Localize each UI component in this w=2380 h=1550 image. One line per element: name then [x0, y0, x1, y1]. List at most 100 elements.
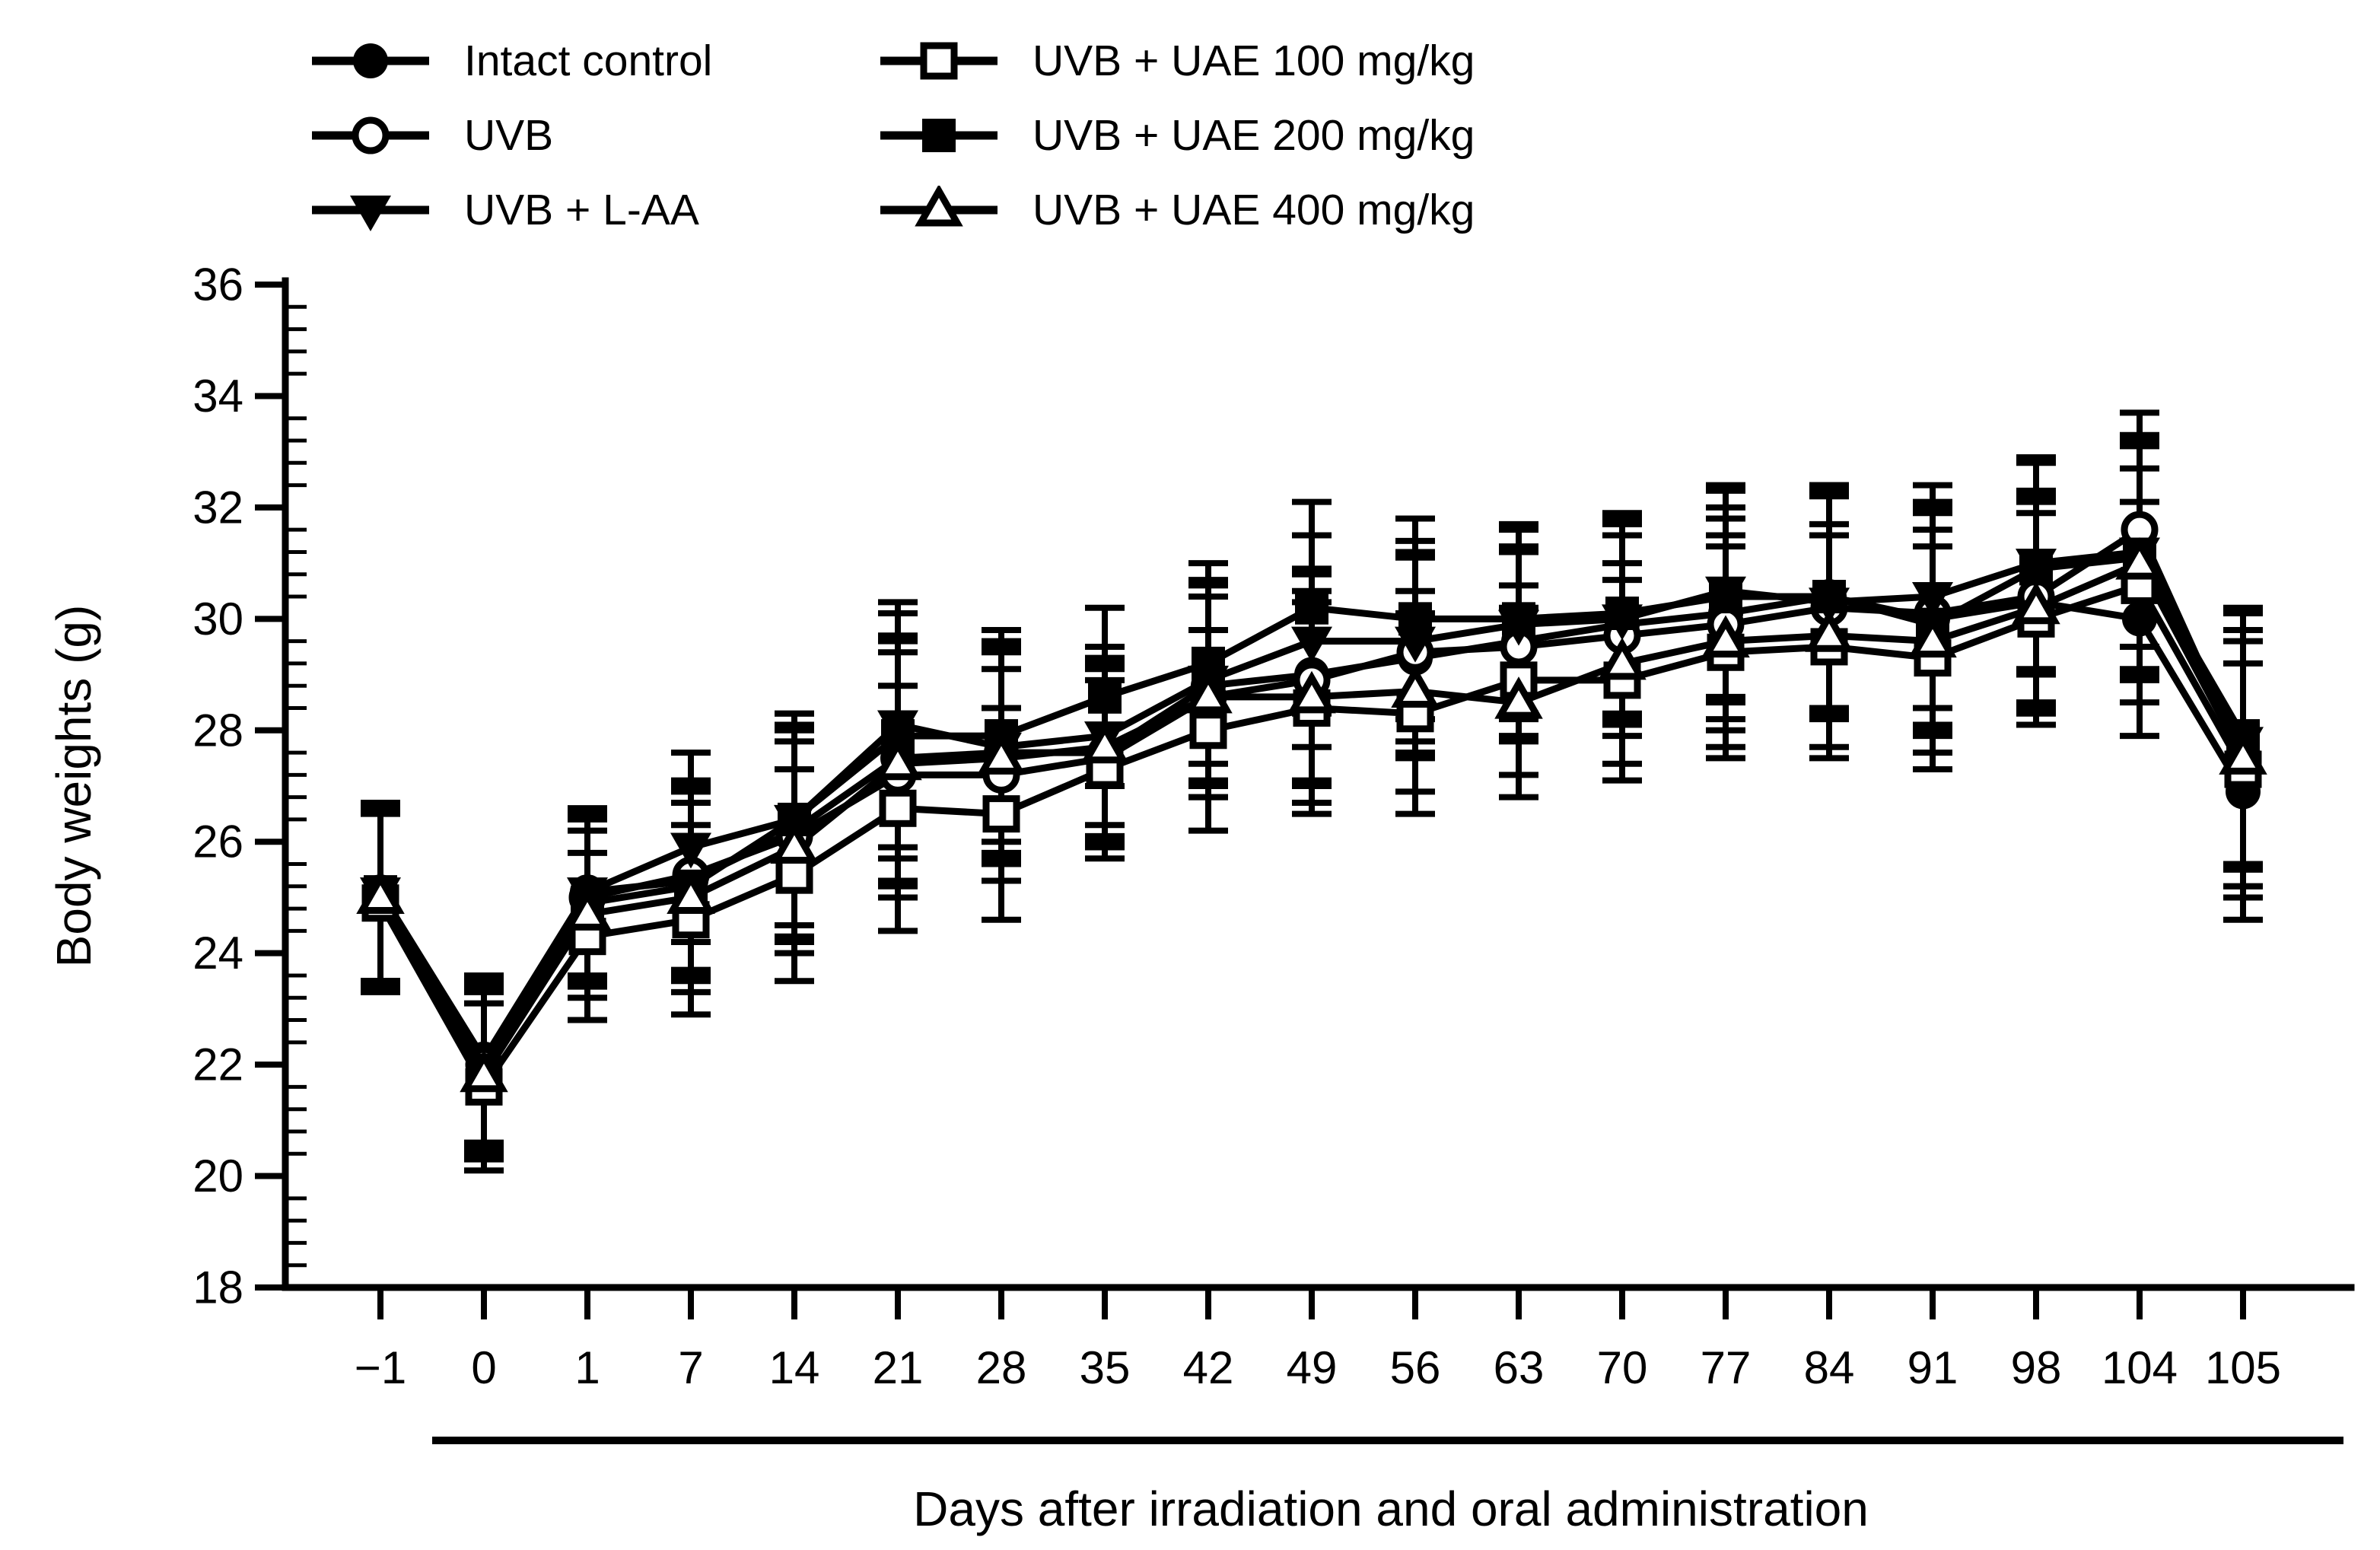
markers-uvb-uae-400-mg-kg — [356, 537, 2267, 1093]
legend-column-2: UVB + UAE 100 mg/kg UVB + UAE 200 mg/kg … — [879, 24, 1475, 247]
marker-square-open — [1189, 711, 1227, 750]
x-tick-label: 49 — [1287, 1342, 1338, 1393]
x-tick-label: 14 — [769, 1342, 820, 1393]
marker-triangle-up-open — [915, 186, 963, 227]
y-tick-label: 18 — [192, 1262, 243, 1313]
marker-circle-filled — [353, 43, 388, 78]
marker-triangle-up-open — [667, 871, 715, 914]
marker-triangle-up-open — [1908, 615, 1957, 658]
legend-label-uvb: UVB — [464, 110, 554, 160]
axes — [282, 277, 2355, 1291]
marker-triangle-up-open — [977, 732, 1026, 775]
x-axis-title: Days after irradiation and oral administ… — [913, 1482, 1869, 1536]
x-tick-label: −1 — [355, 1342, 406, 1393]
marker-triangle-up-open — [2115, 537, 2164, 580]
y-tick-label: 36 — [192, 259, 243, 310]
marker-square-filled — [1502, 602, 1535, 636]
x-tick-label: 56 — [1390, 1342, 1441, 1393]
marker-square-filled — [1812, 580, 1846, 614]
legend-label-intact-control: Intact control — [464, 36, 713, 85]
marker-square-filled — [1398, 602, 1432, 636]
marker-triangle-up-open — [1391, 665, 1440, 708]
legend-item-intact-control: Intact control — [310, 24, 712, 98]
marker-triangle-down-filled — [1912, 582, 1953, 619]
marker-square-open — [775, 856, 813, 894]
marker-square-filled — [922, 119, 956, 152]
marker-triangle-up-open — [770, 821, 819, 864]
marker-triangle-up-open — [1598, 637, 1647, 680]
x-tick-label: 70 — [1597, 1342, 1648, 1393]
marker-square-filled — [1709, 580, 1742, 614]
marker-square-open — [920, 42, 958, 80]
y-tick-label: 28 — [192, 705, 243, 756]
x-tick-label: 21 — [873, 1342, 924, 1393]
marker-triangle-down-filled — [1395, 626, 1436, 663]
x-axis-ticks: −1 0 1 7 14 21 28 35 42 49 56 63 70 77 84 91 98 104 105 — [355, 1287, 2281, 1393]
y-axis-title: Body weights (g) — [46, 604, 101, 968]
marker-triangle-up-open — [1080, 721, 1129, 764]
marker-triangle-down-filled — [1291, 626, 1332, 663]
legend-column-1: Intact control UVB UVB + L-AA — [310, 24, 712, 247]
legend-marker-uae-200-icon — [880, 119, 998, 152]
x-tick-label: 77 — [1701, 1342, 1752, 1393]
marker-triangle-up-open — [1701, 615, 1750, 658]
y-tick-label: 26 — [192, 816, 243, 867]
legend-item-uae-400: UVB + UAE 400 mg/kg — [879, 173, 1475, 247]
y-tick-label: 20 — [192, 1151, 243, 1201]
x-tick-label: 91 — [1908, 1342, 1958, 1393]
y-tick-label: 32 — [192, 482, 243, 533]
legend-item-uae-100: UVB + UAE 100 mg/kg — [879, 24, 1475, 98]
y-axis-ticks: 18 20 22 24 26 28 30 32 34 36 — [192, 259, 285, 1313]
marker-square-filled — [1088, 680, 1122, 714]
marker-triangle-down-filled — [670, 832, 711, 869]
marker-circle-filled — [2122, 601, 2157, 637]
x-tick-label: 84 — [1804, 1342, 1855, 1393]
marker-square-filled — [1605, 597, 1639, 631]
marker-triangle-up-open — [356, 871, 405, 914]
x-tick-label: 104 — [2102, 1342, 2178, 1393]
y-tick-label: 34 — [192, 371, 243, 422]
legend-label-uae-100: UVB + UAE 100 mg/kg — [1032, 36, 1475, 85]
marker-triangle-up-open — [1184, 670, 1233, 714]
legend-item-uae-200: UVB + UAE 200 mg/kg — [879, 98, 1475, 173]
legend-marker-uvb-icon — [312, 116, 429, 154]
marker-triangle-up-open — [1287, 670, 1336, 714]
marker-triangle-up-open — [563, 888, 612, 931]
x-tick-label: 98 — [2011, 1342, 2062, 1393]
marker-circle-open — [352, 116, 390, 154]
legend-item-uvb-laa: UVB + L-AA — [310, 173, 712, 247]
legend-marker-intact-control-icon — [312, 43, 429, 78]
y-tick-label: 24 — [192, 928, 243, 979]
marker-square-open — [879, 789, 917, 827]
legend-label-uae-400: UVB + UAE 400 mg/kg — [1032, 185, 1475, 234]
y-tick-label: 30 — [192, 594, 243, 645]
x-tick-label: 0 — [471, 1342, 496, 1393]
x-tick-label: 1 — [574, 1342, 600, 1393]
marker-triangle-up-open — [1494, 676, 1543, 719]
marker-triangle-down-filled — [350, 196, 391, 231]
x-tick-label: 42 — [1183, 1342, 1234, 1393]
legend-marker-uae-100-icon — [880, 42, 998, 80]
marker-square-open — [982, 795, 1020, 833]
legend-marker-uae-400-icon — [880, 186, 998, 227]
marker-square-filled — [2019, 552, 2053, 586]
legend-label-uae-200: UVB + UAE 200 mg/kg — [1032, 110, 1475, 160]
marker-triangle-up-open — [2219, 732, 2267, 775]
legend-marker-uvb-laa-icon — [312, 196, 429, 231]
legend-label-uvb-laa: UVB + L-AA — [464, 185, 699, 234]
x-tick-label: 28 — [976, 1342, 1027, 1393]
y-axis-minor-ticks — [285, 304, 307, 1268]
legend-item-uvb: UVB — [310, 98, 712, 173]
x-tick-label: 35 — [1080, 1342, 1131, 1393]
marker-triangle-up-open — [460, 1049, 508, 1093]
x-tick-label: 63 — [1494, 1342, 1545, 1393]
y-tick-label: 22 — [192, 1039, 243, 1090]
marker-square-filled — [1295, 590, 1328, 625]
marker-triangle-up-open — [1805, 609, 1853, 652]
marker-triangle-up-open — [2012, 581, 2060, 625]
x-tick-label: 7 — [678, 1342, 703, 1393]
x-tick-label: 105 — [2205, 1342, 2281, 1393]
marker-triangle-up-open — [873, 737, 922, 781]
